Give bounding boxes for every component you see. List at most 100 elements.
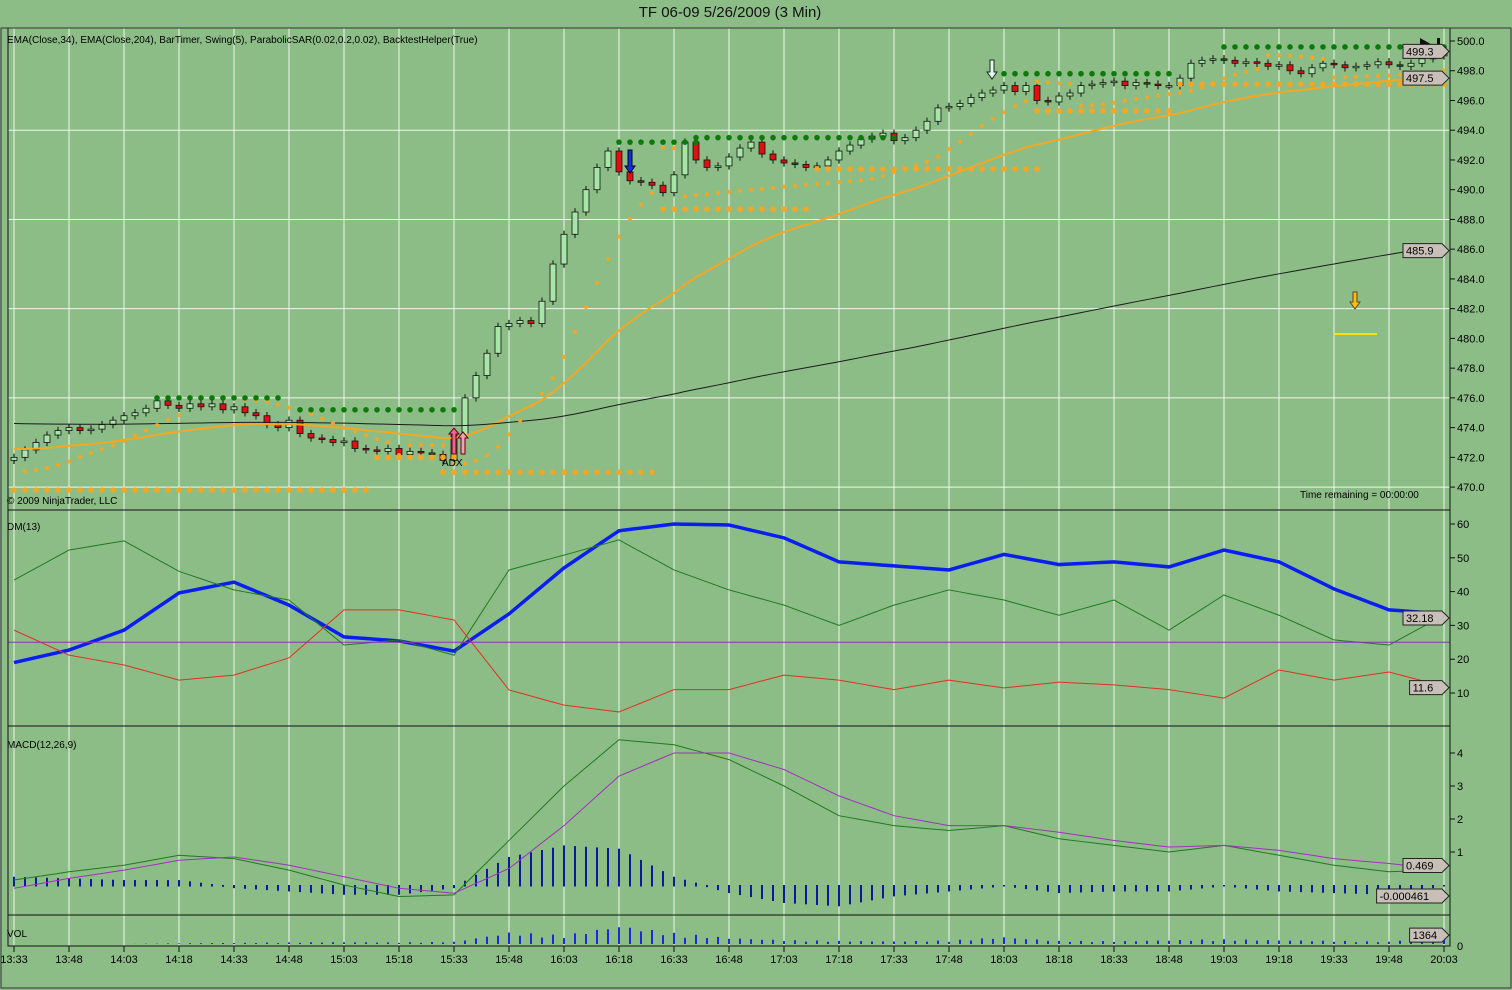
candle-down [659, 184, 667, 194]
candle-up [901, 137, 909, 142]
swing-low-dot [616, 469, 622, 476]
swing-low-dot [396, 454, 402, 461]
long-entry-arrow-icon [447, 427, 461, 455]
candle-down [373, 449, 381, 452]
parabolic-sar-dot [727, 189, 731, 194]
swing-low-dot [825, 166, 831, 172]
swing-low-dot [495, 469, 501, 476]
swing-low-dot [671, 206, 677, 212]
parabolic-sar-dot [452, 462, 456, 467]
parabolic-sar-dot [606, 257, 610, 262]
time-label: 13:48 [55, 954, 83, 966]
candle-up [1077, 85, 1085, 94]
candle-up [10, 456, 18, 461]
swing-low-dot [1232, 81, 1238, 87]
candle-up [681, 141, 689, 176]
candle-down [1011, 85, 1019, 92]
parabolic-sar-dot [1134, 96, 1138, 101]
parabolic-sar-dot [1123, 98, 1127, 103]
price-axis-label: 490.0 [1457, 185, 1485, 197]
time-label: 19:18 [1265, 954, 1293, 966]
swing-high-dot [759, 134, 765, 141]
swing-high-dot [1243, 44, 1249, 50]
parabolic-sar-dot [67, 459, 71, 464]
swing-high-dot [330, 406, 336, 413]
parabolic-sar-dot [331, 421, 335, 426]
parabolic-sar-dot [925, 159, 929, 164]
price-axis-label: 478.0 [1457, 363, 1485, 375]
swing-high-dot [858, 134, 864, 141]
swing-high-dot [1254, 44, 1260, 50]
candle-up [593, 166, 601, 191]
candle-up [604, 150, 612, 168]
parabolic-sar-dot [848, 179, 852, 184]
swing-high-dot [726, 134, 732, 141]
price-axis-label: 470.0 [1457, 482, 1485, 494]
swing-low-dot [759, 206, 765, 212]
candle-down [164, 400, 172, 406]
candle-up [560, 233, 568, 265]
parabolic-sar-dot [683, 194, 687, 199]
parabolic-sar-dot [1310, 55, 1314, 60]
swing-low-dot [572, 469, 578, 476]
swing-low-dot [1287, 81, 1293, 87]
swing-low-dot [968, 166, 974, 172]
candle-up [1132, 82, 1140, 87]
time-remaining: Time remaining = 00:00:00 [1300, 490, 1419, 501]
parabolic-sar-dot [540, 391, 544, 396]
macd-axis-label: 1 [1457, 847, 1463, 859]
candle-down [1143, 82, 1151, 85]
candle-down [769, 153, 777, 161]
candle-up [120, 415, 128, 421]
swing-high-dot [1034, 70, 1040, 77]
swing-low-dot [286, 487, 292, 493]
macd-value-tag-box [1402, 858, 1450, 874]
time-label: 18:48 [1155, 954, 1183, 966]
swing-high-dot [1100, 70, 1106, 77]
parabolic-sar-dot [617, 234, 621, 239]
parabolic-sar-dot [793, 183, 797, 188]
di-minus-line [13, 609, 1445, 713]
candle-up [1110, 80, 1118, 84]
swing-low-dot [22, 487, 28, 493]
swing-low-dot [1001, 166, 1007, 172]
swing-low-dot [682, 206, 688, 212]
swing-high-dot [1111, 70, 1117, 77]
swing-high-dot [1397, 44, 1403, 50]
swing-low-dot [1364, 81, 1370, 87]
parabolic-sar-dot [485, 453, 489, 458]
swing-low-dot [473, 469, 479, 476]
swing-low-dot [946, 166, 952, 172]
swing-high-dot [693, 139, 699, 145]
swing-low-dot [1045, 108, 1051, 114]
swing-low-dot [319, 487, 325, 493]
swing-low-dot [1089, 108, 1095, 114]
swing-high-dot [1320, 44, 1326, 50]
candle-down [1286, 64, 1294, 72]
swing-low-dot [1034, 166, 1040, 172]
parabolic-sar-dot [738, 188, 742, 193]
di-plus-line [13, 539, 1445, 656]
parabolic-sar-dot [1024, 99, 1028, 104]
swing-low-dot [979, 166, 985, 172]
swing-low-dot [803, 206, 809, 212]
parabolic-sar-dot [1156, 93, 1160, 98]
candle-up [978, 92, 986, 98]
swing-low-dot [869, 166, 875, 172]
swing-low-dot [1298, 81, 1304, 87]
candle-down [780, 159, 788, 164]
candle-up [340, 440, 348, 443]
ema34-line [13, 74, 1445, 451]
price-panel [10, 38, 1448, 493]
parabolic-sar-dot [1178, 90, 1182, 95]
swing-low-dot [121, 487, 127, 493]
candle-down [703, 159, 711, 168]
candle-down [1044, 100, 1052, 103]
candle-up [549, 263, 557, 302]
parabolic-sar-dot [1266, 53, 1270, 58]
macd-axis-label: 2 [1457, 814, 1463, 826]
swing-high-dot [693, 134, 699, 141]
swing-high-dot [440, 406, 446, 413]
swing-low-dot [275, 487, 281, 493]
